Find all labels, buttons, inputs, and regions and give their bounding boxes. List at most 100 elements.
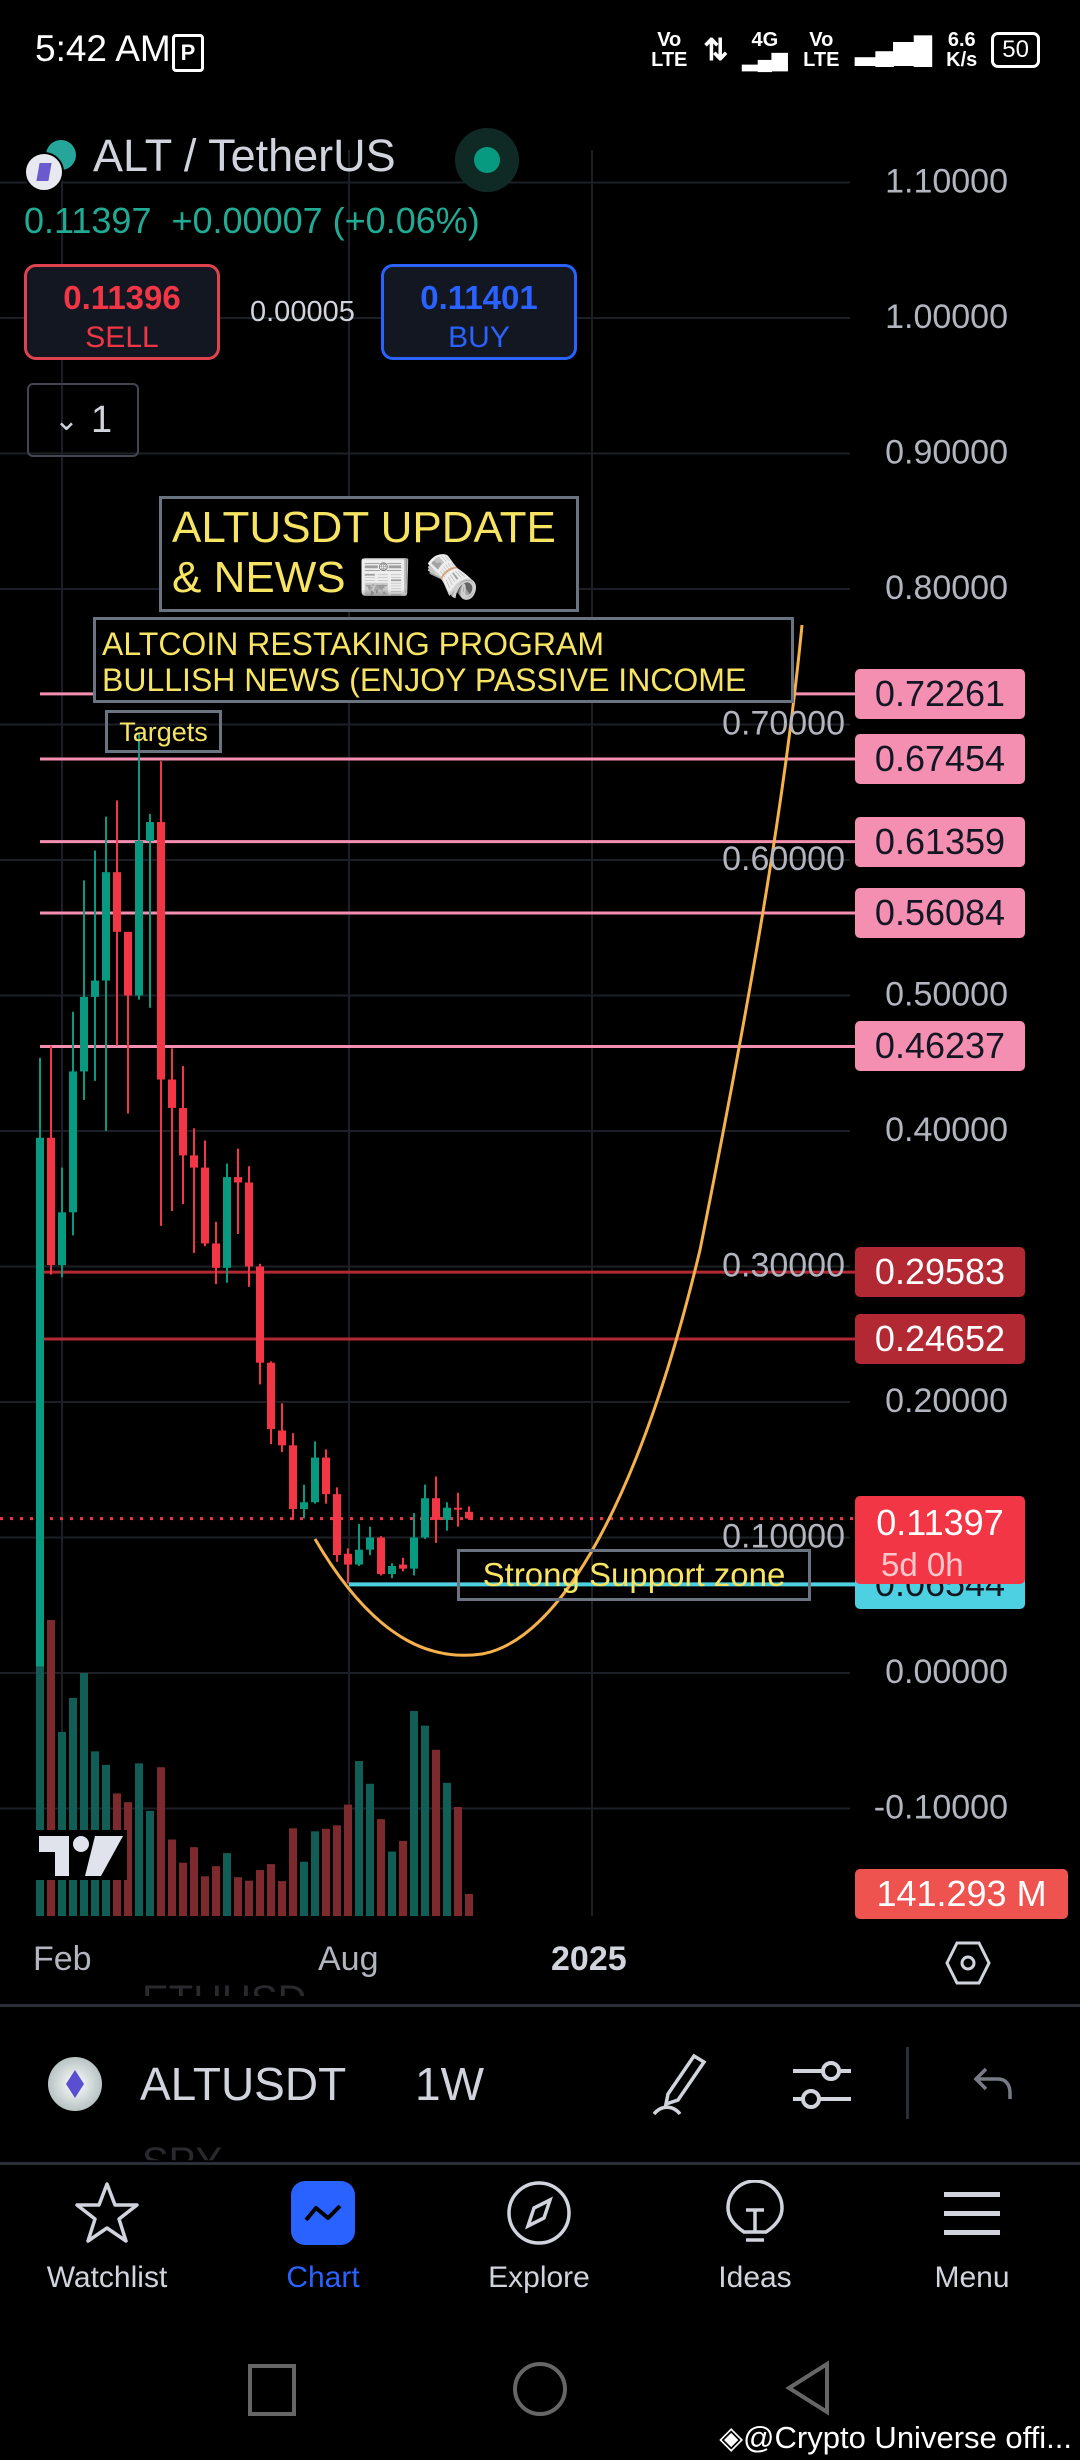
volume-bar xyxy=(124,1802,132,1916)
last-price: 0.11397 xyxy=(24,200,152,241)
candle-body xyxy=(377,1537,385,1575)
volume-bar xyxy=(355,1761,363,1916)
price-axis-label: 0.80000 xyxy=(885,569,1008,607)
price-axis-label: 0.00000 xyxy=(885,1653,1008,1691)
volume-bar xyxy=(80,1673,88,1916)
candle-body xyxy=(311,1457,319,1503)
time-label-feb: Feb xyxy=(33,1940,92,1978)
candle-body xyxy=(190,1155,198,1168)
nav-watchlist[interactable]: Watchlist xyxy=(22,2180,192,2295)
volume-bar xyxy=(410,1711,418,1916)
binance-icon: ◈ xyxy=(719,2420,744,2455)
current-price: 0.11397 xyxy=(876,1502,1004,1543)
volume-bar xyxy=(267,1864,275,1916)
volume-bar xyxy=(289,1828,297,1916)
candle-body xyxy=(245,1182,253,1267)
candle-body xyxy=(289,1445,297,1510)
volume-bar xyxy=(278,1881,286,1916)
network-type: 4G xyxy=(751,29,779,51)
spread: 0.00005 xyxy=(250,296,355,328)
candle-body xyxy=(157,822,165,1080)
back-button[interactable] xyxy=(785,2360,831,2421)
candle-body xyxy=(443,1507,451,1520)
volume-bar xyxy=(454,1806,462,1916)
bar-countdown: 5d 0h xyxy=(881,1546,964,1583)
sell-button[interactable]: 0.11396 SELL xyxy=(24,264,220,360)
indicators-toggle[interactable]: ⌄ 1 xyxy=(27,383,139,457)
ghost-symbol: ETHUSD xyxy=(142,1978,307,2022)
nav-label: Watchlist xyxy=(46,2261,168,2294)
note-title-2: & NEWS 📰 🗞️ xyxy=(172,553,480,602)
volte2-icon: Vo LTE xyxy=(803,29,840,71)
nav-label: Explore xyxy=(488,2261,590,2294)
volume-bar xyxy=(223,1853,231,1916)
support-note[interactable]: Strong Support zone xyxy=(457,1549,811,1601)
volume-bar xyxy=(36,1635,44,1916)
battery-icon: 50 xyxy=(991,32,1040,68)
sell-label: SELL xyxy=(85,321,159,354)
price-chart[interactable]: 1.10000 1.00000 0.90000 0.80000 0.70000 0.600… xyxy=(0,0,1080,2000)
tradingview-logo[interactable] xyxy=(35,1830,127,1880)
candles xyxy=(36,732,473,1667)
toolbar-symbol[interactable]: ALTUSDT xyxy=(140,2058,347,2110)
candle-body xyxy=(69,1071,77,1213)
toolbar-symbol-logo[interactable] xyxy=(48,2057,102,2111)
candle-body xyxy=(388,1565,396,1575)
volume-bar xyxy=(135,1763,143,1916)
targets-note[interactable]: Targets xyxy=(105,710,222,753)
nav-chart[interactable]: Chart xyxy=(238,2180,408,2295)
nav-ideas[interactable]: Ideas xyxy=(670,2179,840,2295)
chevron-down-icon: ⌄ xyxy=(53,403,79,437)
volume-bar xyxy=(179,1862,187,1916)
undo-icon[interactable] xyxy=(972,2063,1014,2110)
candle-body xyxy=(80,996,88,1072)
change-pct: (+0.06%) xyxy=(332,200,480,241)
recents-button[interactable] xyxy=(248,2364,296,2416)
buy-price: 0.11401 xyxy=(420,279,538,316)
volume-bar xyxy=(168,1839,176,1916)
volume-bar xyxy=(377,1819,385,1916)
candle-body xyxy=(223,1177,231,1268)
watermark-text: @Crypto Universe offi... xyxy=(743,2420,1072,2455)
volume-bar xyxy=(234,1877,242,1916)
candle-body xyxy=(300,1502,308,1510)
chart-settings-icon[interactable] xyxy=(945,1940,991,1991)
divider xyxy=(0,2162,1080,2165)
level-label-resistance: 0.24652 xyxy=(855,1313,1025,1364)
volume-bar xyxy=(344,1804,352,1916)
market-status-indicator[interactable] xyxy=(455,128,519,192)
projection-curve xyxy=(313,624,804,1657)
nav-explore[interactable]: Explore xyxy=(454,2180,624,2295)
buy-button[interactable]: 0.11401 BUY xyxy=(381,264,577,360)
candle-body xyxy=(322,1457,330,1495)
watermark: ◈@Crypto Universe offi... xyxy=(719,2420,1072,2456)
candle-body xyxy=(344,1553,352,1565)
candle-body xyxy=(212,1243,220,1268)
news-line-1: ALTCOIN RESTAKING PROGRAM xyxy=(102,626,604,662)
candle-body xyxy=(146,822,154,842)
volume-bar xyxy=(201,1876,209,1916)
candle-body xyxy=(333,1494,341,1556)
drawing-pencil-icon[interactable] xyxy=(650,2048,714,2123)
update-note[interactable]: ALTUSDT UPDATE & NEWS 📰 🗞️ xyxy=(159,496,579,612)
volume-bar xyxy=(212,1866,220,1916)
volume-bar xyxy=(146,1810,154,1916)
symbol-title[interactable]: ALT / TetherUS xyxy=(93,130,396,181)
news-note[interactable]: ALTCOIN RESTAKING PROGRAM BULLISH NEWS (… xyxy=(93,617,794,703)
toolbar-interval[interactable]: 1W xyxy=(415,2058,484,2110)
home-button[interactable] xyxy=(513,2362,567,2416)
candle-body xyxy=(410,1537,418,1569)
speed-value: 6.6 xyxy=(947,29,976,51)
price-axis-label: 0.70000 xyxy=(722,705,845,743)
nav-menu[interactable]: Menu xyxy=(887,2180,1057,2295)
symbol-logo xyxy=(24,140,84,192)
sell-price: 0.11396 xyxy=(63,279,181,316)
level-lines xyxy=(0,692,855,1587)
buy-label: BUY xyxy=(448,321,510,354)
ghost-symbol: SPY xyxy=(142,2140,223,2184)
divider xyxy=(0,2004,1080,2007)
candle-body xyxy=(179,1107,187,1156)
settings-sliders-icon[interactable] xyxy=(791,2055,853,2120)
status-icons: Vo LTE ⇅ 4G ▂▄▆ Vo LTE ▂▄▆█ 6.6 K/s 50 xyxy=(649,30,1040,70)
volume-bar xyxy=(47,1620,55,1916)
